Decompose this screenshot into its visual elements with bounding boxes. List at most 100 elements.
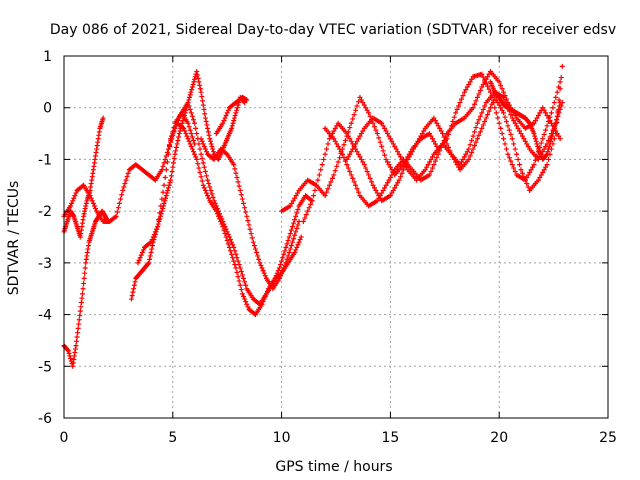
data-point xyxy=(245,304,251,310)
data-point xyxy=(528,167,534,173)
data-point xyxy=(537,175,543,181)
data-point xyxy=(274,270,280,276)
data-point xyxy=(284,241,290,247)
series-sat-track-1 xyxy=(61,115,106,240)
data-point xyxy=(232,248,238,254)
data-point xyxy=(470,133,476,139)
data-point xyxy=(332,168,338,174)
data-point xyxy=(466,146,472,152)
data-point xyxy=(396,177,402,183)
data-point xyxy=(131,282,137,288)
data-point xyxy=(293,247,299,253)
data-point xyxy=(473,98,479,104)
data-point xyxy=(217,211,223,217)
data-point xyxy=(498,125,504,131)
data-point xyxy=(540,105,546,111)
data-point xyxy=(225,231,231,237)
x-tick-label: 25 xyxy=(599,430,617,446)
data-point xyxy=(474,136,480,142)
data-point xyxy=(159,196,165,202)
data-point xyxy=(222,224,228,230)
data-point xyxy=(541,131,547,137)
series-sat-track-7 xyxy=(198,136,302,292)
data-point xyxy=(171,160,177,166)
data-point xyxy=(548,110,554,116)
data-point xyxy=(406,154,412,160)
data-point xyxy=(418,133,424,139)
data-point xyxy=(392,185,398,191)
data-point xyxy=(467,153,473,159)
data-point xyxy=(344,162,350,168)
data-point xyxy=(81,281,87,287)
data-point xyxy=(165,151,171,157)
data-point xyxy=(453,159,459,165)
data-point xyxy=(386,177,392,183)
data-point xyxy=(214,206,220,212)
data-point xyxy=(499,107,505,113)
data-point xyxy=(550,105,556,111)
data-point xyxy=(345,133,351,139)
data-point xyxy=(149,237,155,243)
data-point xyxy=(286,234,292,240)
data-point xyxy=(262,273,268,279)
data-point xyxy=(285,253,291,259)
data-point xyxy=(358,131,364,137)
data-point xyxy=(548,138,554,144)
data-point xyxy=(121,184,127,190)
data-point xyxy=(558,75,564,81)
data-point xyxy=(175,137,181,143)
data-point xyxy=(483,76,489,82)
data-point xyxy=(164,159,170,165)
data-point xyxy=(506,155,512,161)
data-point xyxy=(424,164,430,170)
data-point xyxy=(508,158,514,164)
data-point xyxy=(512,120,518,126)
data-point xyxy=(350,175,356,181)
data-point xyxy=(360,128,366,134)
data-point xyxy=(553,120,559,126)
y-tick-label: -5 xyxy=(38,359,52,375)
data-point xyxy=(337,155,343,161)
data-point xyxy=(232,166,238,172)
x-axis-label: GPS time / hours xyxy=(275,459,392,475)
data-point xyxy=(183,131,189,137)
data-point xyxy=(427,131,433,137)
data-point xyxy=(211,198,217,204)
data-point xyxy=(386,133,392,139)
data-point xyxy=(165,185,171,191)
data-point xyxy=(382,185,388,191)
data-point xyxy=(91,203,97,209)
data-point xyxy=(517,162,523,168)
data-point xyxy=(226,234,232,240)
data-point xyxy=(254,250,260,256)
data-point xyxy=(363,165,369,171)
data-point xyxy=(244,97,250,103)
data-point xyxy=(238,192,244,198)
data-point xyxy=(173,123,179,129)
data-point xyxy=(454,162,460,168)
data-point xyxy=(163,195,169,201)
data-point xyxy=(157,213,163,219)
data-point xyxy=(535,144,541,149)
data-point xyxy=(160,163,166,169)
y-tick-label: 1 xyxy=(43,49,52,65)
data-point xyxy=(161,160,167,166)
data-point xyxy=(511,141,517,147)
data-point xyxy=(273,273,279,279)
data-point xyxy=(229,123,235,129)
data-point xyxy=(176,115,182,121)
data-point xyxy=(428,168,434,174)
data-point xyxy=(473,125,479,131)
data-point xyxy=(460,156,466,162)
data-point xyxy=(501,136,507,142)
data-point xyxy=(221,221,227,227)
data-point xyxy=(210,194,216,200)
data-point xyxy=(511,165,517,171)
data-point xyxy=(292,232,298,238)
data-point xyxy=(390,141,396,147)
data-point xyxy=(289,239,295,245)
data-point xyxy=(379,144,385,149)
data-point xyxy=(233,170,239,176)
data-point xyxy=(146,260,152,266)
y-tick-label: -2 xyxy=(38,204,52,220)
